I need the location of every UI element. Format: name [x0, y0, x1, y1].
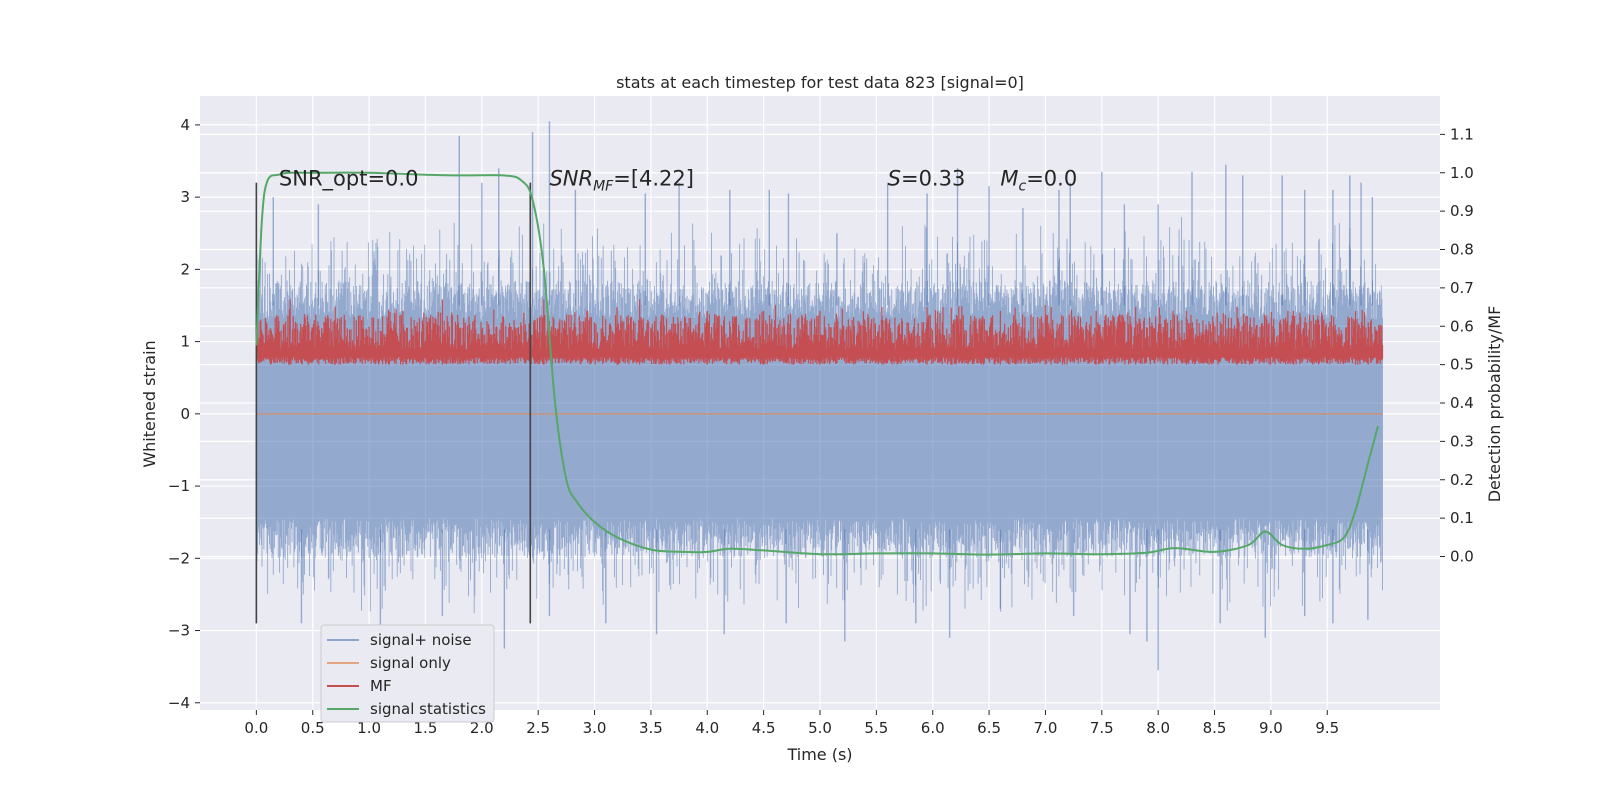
y2-tick-label: 1.1: [1450, 125, 1474, 143]
y-tick-label: 3: [180, 188, 190, 206]
annotation-text: SNRMF=[4.22]: [549, 167, 694, 195]
x-tick-label: 9.5: [1315, 719, 1339, 737]
y2-tick-label: 0.5: [1450, 356, 1474, 374]
legend-label-signal-statistics: signal statistics: [370, 700, 486, 718]
x-tick-label: 5.0: [808, 719, 832, 737]
x-tick-label: 5.5: [864, 719, 888, 737]
x-tick-label: 9.0: [1259, 719, 1283, 737]
y2-tick-label: 0.4: [1450, 394, 1474, 412]
x-tick-label: 6.0: [921, 719, 945, 737]
annotation-text: Mc=0.0: [1000, 167, 1077, 195]
y2-tick-label: 0.0: [1450, 548, 1474, 566]
x-tick-label: 7.5: [1090, 719, 1114, 737]
x-tick-label: 3.5: [639, 719, 663, 737]
y-axis-label: Whitened strain: [140, 340, 159, 467]
x-tick-label: 6.5: [977, 719, 1001, 737]
legend-label-signal-only: signal only: [370, 654, 451, 672]
vertical-markers: [255, 182, 532, 624]
x-tick-label: 4.0: [695, 719, 719, 737]
y2-tick-label: 0.3: [1450, 432, 1474, 450]
signal-noise-peaks: [272, 121, 1374, 671]
x-tick-label: 4.5: [752, 719, 776, 737]
y2-tick-label: 0.8: [1450, 241, 1474, 259]
y2-tick-label: 0.9: [1450, 202, 1474, 220]
y-tick-label: 0: [180, 405, 190, 423]
x-axis-ticks: 0.0 0.5 1.0 1.5 2.0 2.5 3.0 3.5 4.0 4.5 5.0 5.5 6.0 6…: [244, 710, 1339, 737]
annotation-text: SNR_opt=0.0: [279, 167, 419, 192]
y-tick-label: 2: [180, 260, 190, 278]
y-tick-label: −4: [168, 694, 190, 712]
x-tick-label: 3.0: [583, 719, 607, 737]
y2-tick-label: 0.1: [1450, 509, 1474, 527]
signal-statistics-series: [255, 171, 1379, 556]
legend-box: [320, 624, 495, 723]
y-tick-label: −3: [168, 622, 190, 640]
legend: signal+ noise signal only MF signal stat…: [320, 624, 495, 723]
y-tick-label: 4: [180, 116, 190, 134]
y2-axis-label: Detection probability/MF: [1485, 306, 1504, 503]
x-tick-label: 0.5: [301, 719, 325, 737]
y2-tick-label: 0.7: [1450, 279, 1474, 297]
x-tick-label: 2.5: [526, 719, 550, 737]
y-tick-label: 1: [180, 333, 190, 351]
legend-label-mf: MF: [370, 677, 392, 695]
y2-tick-label: 0.2: [1450, 471, 1474, 489]
x-tick-label: 0.0: [244, 719, 268, 737]
chart-title: stats at each timestep for test data 823…: [616, 73, 1024, 92]
y-tick-label: −1: [168, 477, 190, 495]
x-tick-label: 8.5: [1203, 719, 1227, 737]
x-tick-label: 2.0: [470, 719, 494, 737]
x-tick-label: 8.0: [1146, 719, 1170, 737]
y2-tick-label: 1.0: [1450, 164, 1474, 182]
annotations: SNR_opt=0.0 SNRMF=[4.22] S=0.33 Mc=0.0: [279, 167, 1077, 195]
y-axis-ticks: 4 3 2 1 0 −1 −2 −3 −4: [168, 116, 200, 712]
y2-axis-ticks: 1.1 1.0 0.9 0.8 0.7 0.6 0.5 0.4 0.3 0.2 0.1 0.0: [1440, 125, 1474, 566]
signal-noise-series: [255, 121, 1383, 671]
x-tick-label: 1.0: [357, 719, 381, 737]
y-tick-label: −2: [168, 549, 190, 567]
annotation-text: S=0.33: [888, 167, 966, 191]
x-axis-label: Time (s): [786, 745, 852, 764]
legend-label-signal-noise: signal+ noise: [370, 631, 472, 649]
y2-tick-label: 0.6: [1450, 317, 1474, 335]
x-tick-label: 7.0: [1034, 719, 1058, 737]
x-tick-label: 1.5: [414, 719, 438, 737]
